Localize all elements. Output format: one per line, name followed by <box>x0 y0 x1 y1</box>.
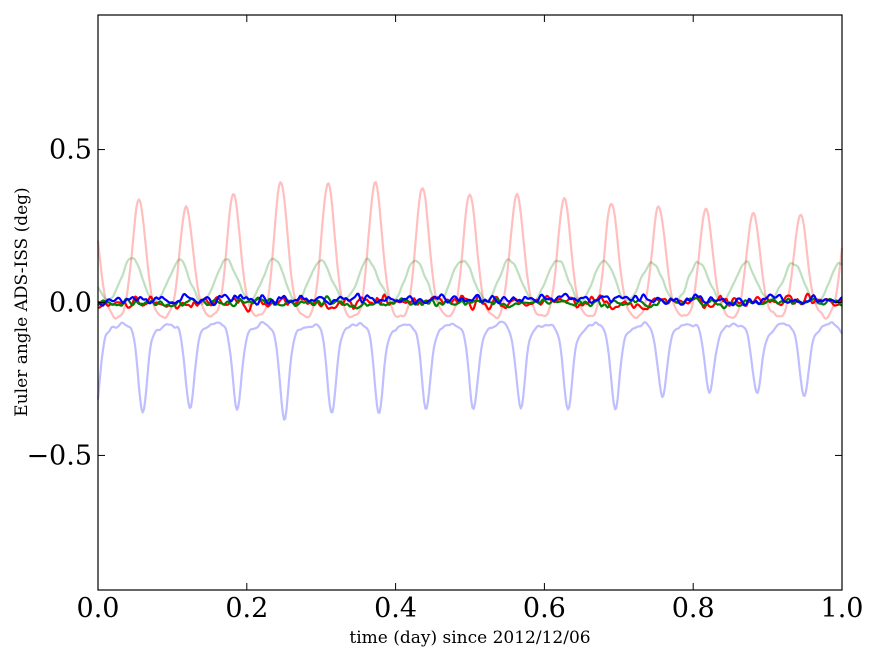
x-tick-label: 0.0 <box>77 593 120 624</box>
x-tick-label: 1.0 <box>821 593 864 624</box>
y-tick-label: −0.5 <box>26 440 92 471</box>
x-tick-label: 0.4 <box>374 593 417 624</box>
series-layer <box>96 181 844 421</box>
x-axis-label: time (day) since 2012/12/06 <box>349 628 590 648</box>
series-line-5 <box>97 292 843 307</box>
x-tick-label: 0.8 <box>672 593 715 624</box>
y-tick-label: 0.5 <box>49 135 92 166</box>
x-tick-label: 0.6 <box>523 593 566 624</box>
x-tick-label: 0.2 <box>225 593 268 624</box>
y-tick-label: 0.0 <box>49 288 92 319</box>
series-line-0 <box>96 181 844 320</box>
y-axis-label: Euler angle ADS-ISS (deg) <box>12 187 32 416</box>
tick-layer: 0.0 0.2 0.4 0.6 0.8 1.0 −0.5 0.0 0.5 <box>26 15 863 624</box>
series-line-4 <box>97 295 843 310</box>
series-line-2 <box>96 320 843 421</box>
